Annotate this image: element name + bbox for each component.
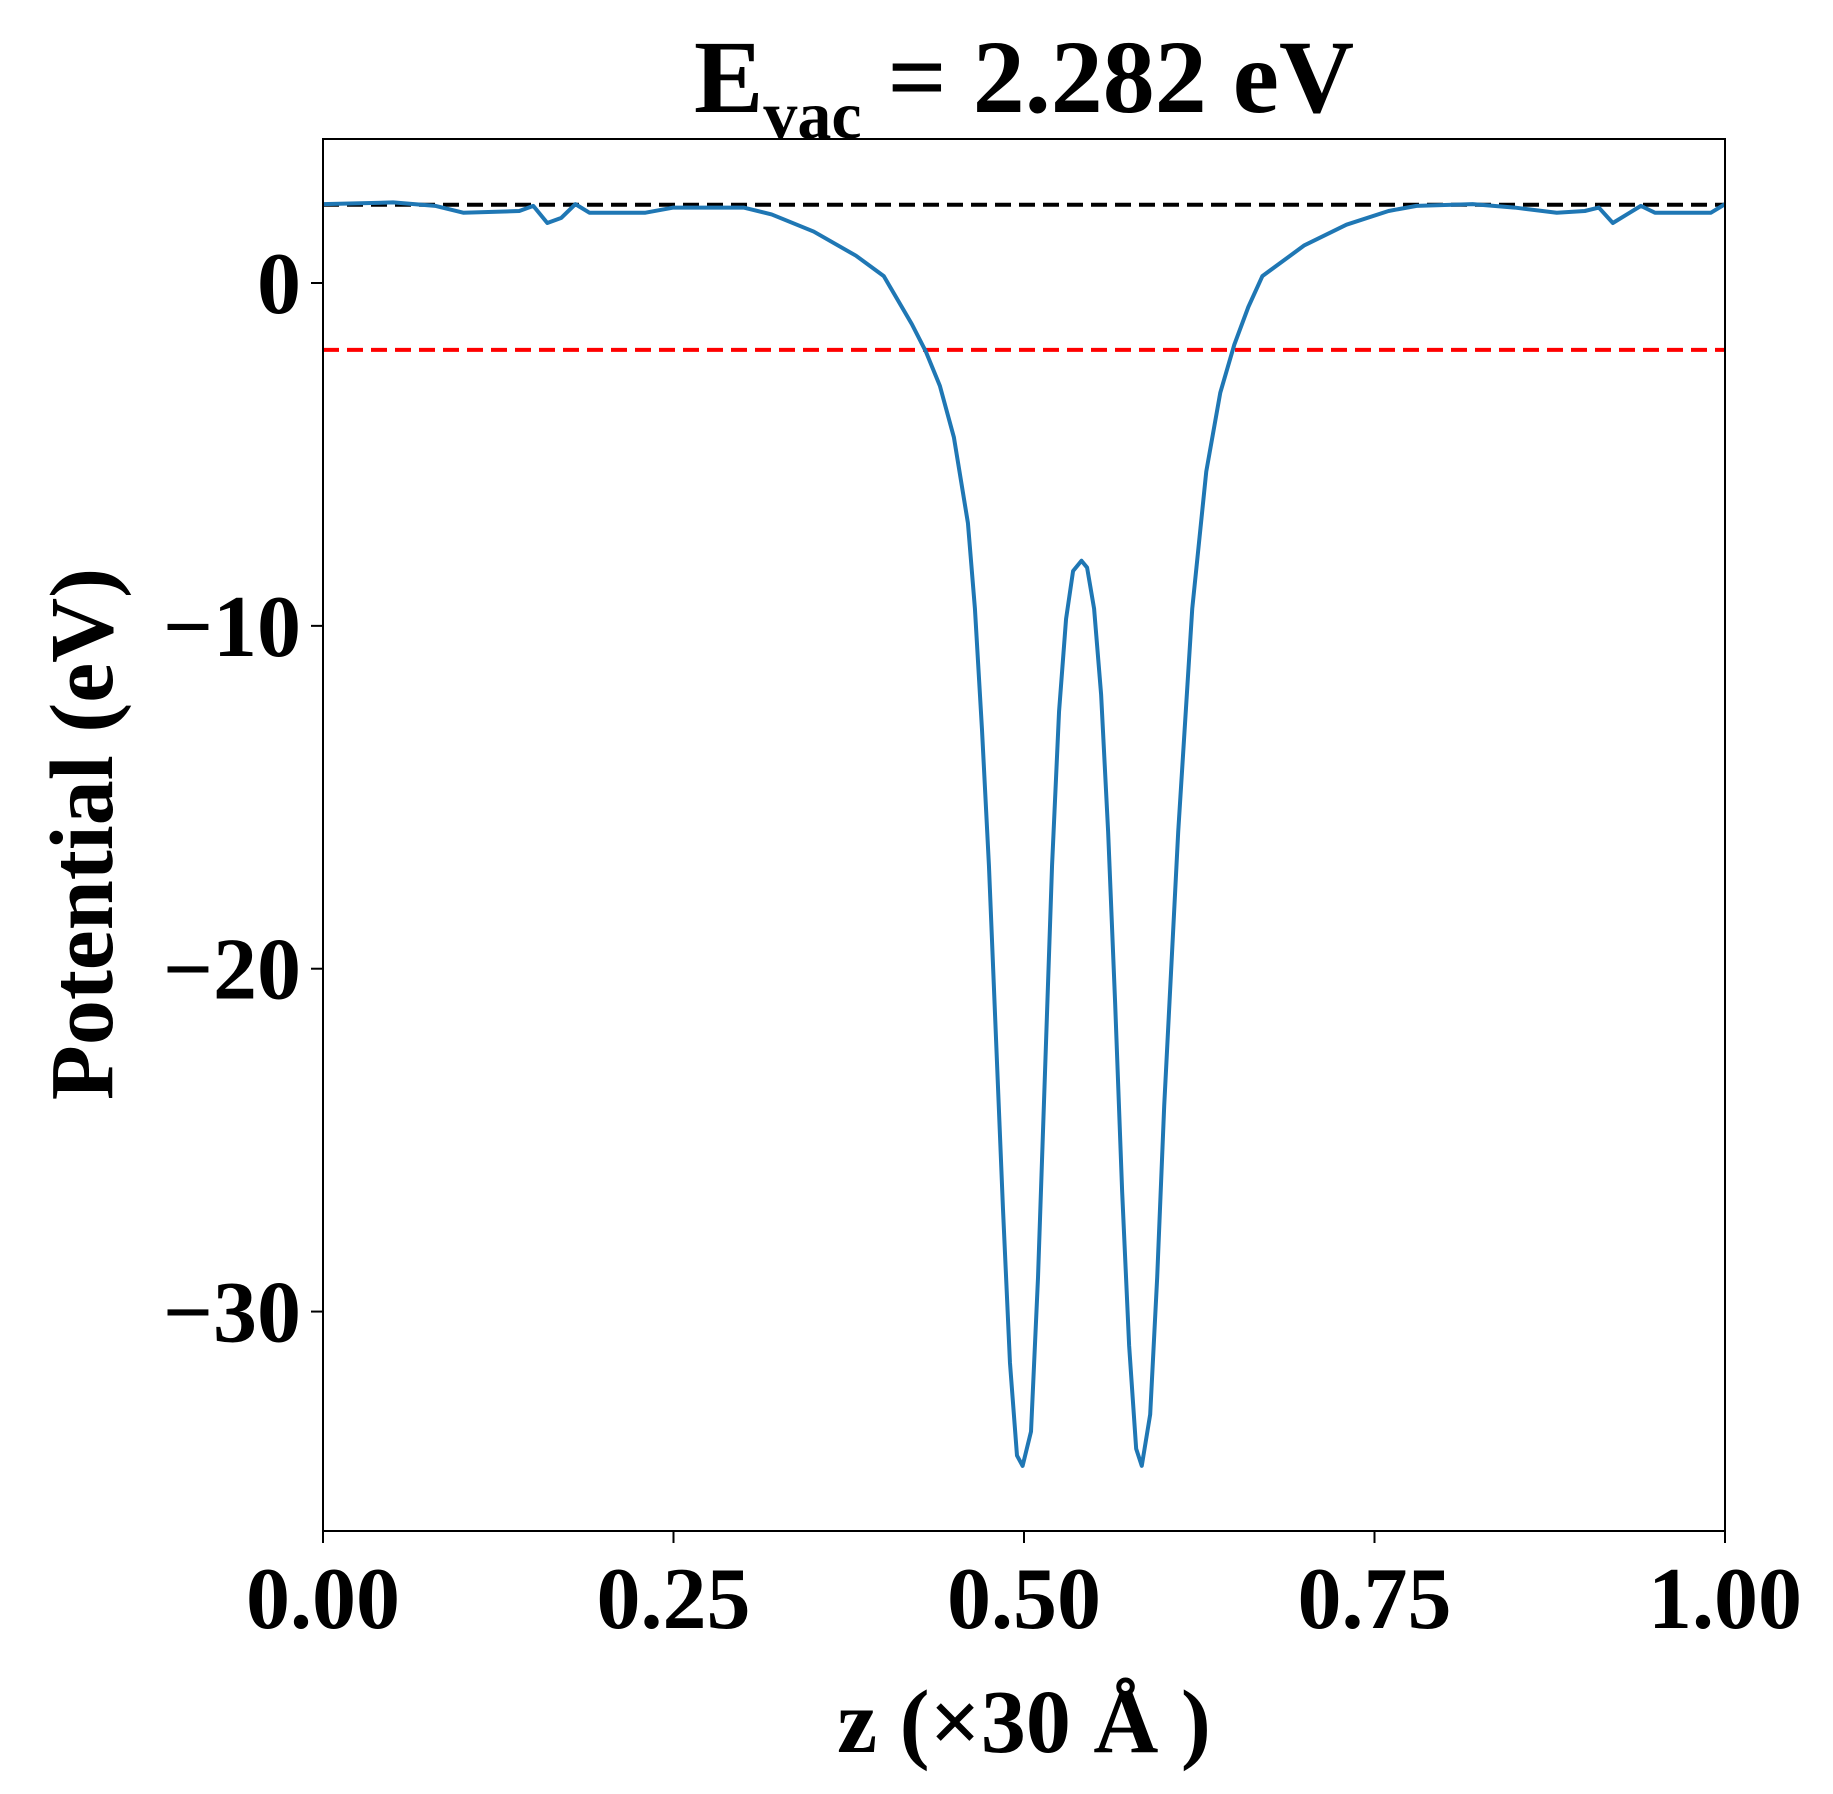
x-tick-label: 0.75	[1298, 1551, 1452, 1648]
title-sub: vac	[763, 77, 861, 153]
y-tick-label: −10	[163, 579, 301, 676]
data-line	[322, 200, 1727, 1468]
title-main: E	[694, 20, 763, 135]
plot-frame	[322, 138, 1726, 1532]
y-tick-label: −20	[163, 922, 301, 1019]
x-tick-label: 0.00	[246, 1551, 400, 1648]
x-tick-label: 1.00	[1648, 1551, 1802, 1648]
y-tick-label: 0	[257, 236, 301, 333]
chart-title: Evac = 2.282 eV	[694, 20, 1354, 153]
x-tick-label: 0.25	[597, 1551, 751, 1648]
title-rest: = 2.282 eV	[888, 20, 1355, 135]
y-tick-label: −30	[163, 1265, 301, 1362]
x-tick-label: 0.50	[947, 1551, 1101, 1648]
x-axis-label: z (×30 Å )	[837, 1673, 1211, 1772]
y-axis-label: Potential (eV)	[33, 568, 132, 1100]
